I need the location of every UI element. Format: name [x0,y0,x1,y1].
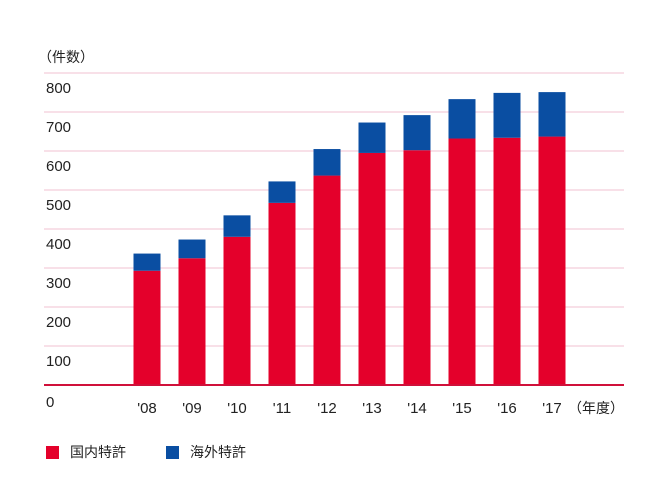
bar-overseas [358,122,386,153]
legend-label-overseas: 海外特許 [190,445,246,461]
legend-item-domestic: 国内特許 [46,442,126,462]
y-tick-label: 600 [46,158,71,175]
y-unit-label: （件数） [38,50,94,66]
bar-domestic [223,236,251,385]
x-tick-label: '11 [273,400,291,417]
y-tick-label: 300 [46,275,71,292]
legend-swatch-overseas [166,445,179,459]
y-tick-label: 200 [46,314,71,331]
bar-domestic [403,150,431,385]
y-tick-label: 700 [46,119,71,136]
x-tick-label: '08 [137,400,157,417]
bar-overseas [223,215,251,237]
bar-overseas [403,115,431,151]
legend-swatch-domestic [46,445,59,459]
y-tick-label: 800 [46,80,71,97]
bar-overseas [448,99,476,139]
x-tick-label: '14 [407,400,427,417]
y-tick-label: 100 [46,353,71,370]
legend: 国内特許 海外特許 [46,442,286,462]
bar-overseas [133,253,161,271]
legend-label-domestic: 国内特許 [70,445,126,461]
x-tick-label: '13 [362,400,382,417]
bar-domestic [268,202,296,385]
y-tick-label: 400 [46,236,71,253]
bar-area [133,92,566,385]
bar-domestic [538,136,566,385]
bar-overseas [493,92,521,138]
bar-domestic [178,258,206,385]
bar-domestic [448,138,476,385]
bar-domestic [358,152,386,385]
y-tick-label: 500 [46,197,71,214]
bar-overseas [538,92,566,137]
x-unit-label: （年度） [568,401,624,417]
x-tick-label: '15 [452,400,472,417]
y-tick-label: 0 [46,394,54,411]
x-tick-label: '17 [542,400,562,417]
bar-domestic [493,137,521,385]
x-tick-label: '09 [182,400,202,417]
x-tick-label: '12 [317,400,337,417]
axes: 0 100 200 300 400 500 600 700 800 '08 '09 '10 '11 '12… [44,80,624,417]
x-tick-label: '16 [497,400,517,417]
x-tick-label: '10 [227,400,247,417]
bar-domestic [133,270,161,385]
bar-overseas [178,239,206,259]
bar-overseas [313,149,341,176]
bar-domestic [313,175,341,385]
legend-item-overseas: 海外特許 [166,442,246,462]
bar-overseas [268,181,296,203]
